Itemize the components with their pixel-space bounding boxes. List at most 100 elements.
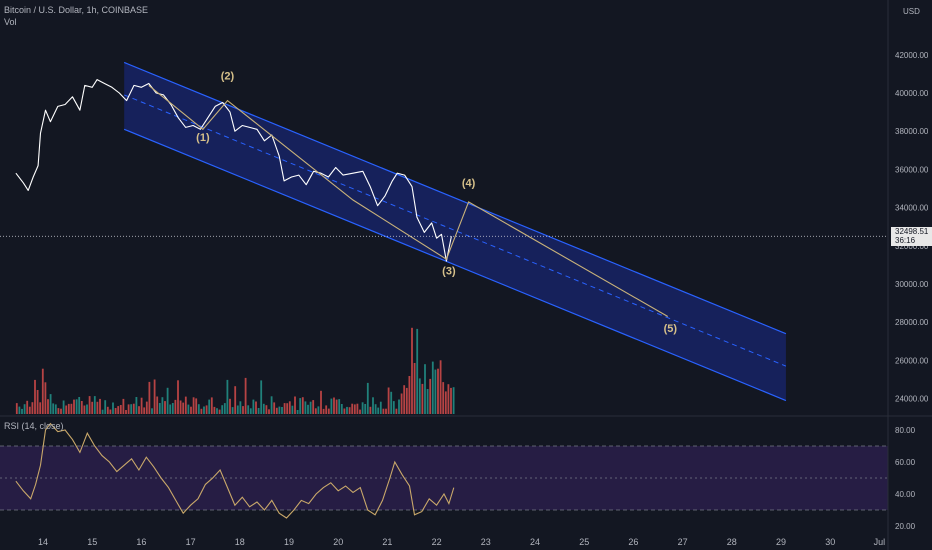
volume-bar — [273, 402, 276, 414]
time-tick: 22 — [432, 537, 442, 547]
volume-bar — [382, 408, 385, 414]
price-tick: 34000.00 — [895, 204, 929, 213]
volume-bar — [96, 401, 99, 414]
volume-bar — [286, 403, 289, 414]
volume-bar — [322, 408, 325, 414]
volume-bar — [86, 404, 88, 414]
volume-bar — [221, 405, 224, 414]
wave-label-4: (4) — [462, 178, 476, 190]
volume-bar — [294, 396, 296, 414]
volume-bar — [234, 386, 237, 414]
volume-bar — [416, 328, 419, 414]
volume-bar — [252, 399, 255, 414]
price-tick: 28000.00 — [895, 318, 929, 327]
volume-bar — [49, 394, 52, 414]
volume-bar — [114, 408, 117, 414]
volume-bar — [411, 327, 413, 414]
volume-bar — [353, 404, 356, 414]
volume-bar — [78, 397, 81, 414]
volume-bar — [296, 410, 299, 414]
volume-bar — [83, 405, 86, 414]
volume-bar — [325, 405, 328, 414]
volume-bar — [320, 390, 322, 414]
rsi-line — [15, 422, 455, 519]
last-price-badge: 32498.51 36:16 — [891, 227, 932, 246]
volume-bar — [65, 405, 68, 414]
volume-bar — [213, 406, 216, 414]
time-tick: 20 — [333, 537, 343, 547]
volume-bar — [369, 406, 372, 414]
volume-bar — [400, 393, 403, 414]
volume-bar — [278, 406, 281, 414]
volume-bar — [75, 399, 78, 414]
volume-bar — [299, 398, 302, 414]
volume-bar — [421, 383, 424, 414]
volume-bar — [268, 409, 270, 414]
volume-bar — [106, 406, 109, 414]
price-tick: 32000.00 — [895, 242, 929, 251]
price-tick: 40000.00 — [895, 89, 929, 98]
volume-bar — [372, 397, 374, 414]
volume-bar — [434, 369, 437, 414]
volume-label: Vol — [4, 17, 17, 27]
volume-bar — [132, 403, 135, 414]
volume-bar — [309, 401, 312, 414]
time-tick: 24 — [530, 537, 540, 547]
volume-bar — [398, 399, 400, 414]
wave-label-1: (1) — [196, 132, 210, 144]
price-line — [15, 79, 452, 262]
volume-bar — [442, 382, 445, 414]
volume-bar — [330, 398, 333, 414]
elliott-wave-path — [148, 84, 669, 317]
volume-bar — [242, 406, 244, 414]
volume-bar — [112, 402, 114, 414]
time-tick: 16 — [136, 537, 146, 547]
volume-bar — [151, 408, 153, 414]
rsi-band — [0, 446, 888, 510]
volume-bar — [249, 408, 252, 414]
volume-bar — [426, 389, 429, 414]
volume-bar — [452, 387, 455, 414]
time-tick: Jul — [874, 537, 886, 547]
volume-bar — [314, 408, 317, 414]
channel-upper-line — [123, 61, 787, 335]
volume-bar — [343, 408, 346, 414]
volume-bar — [31, 402, 34, 414]
volume-bar — [182, 402, 185, 414]
volume-bar — [361, 402, 364, 414]
volume-bar — [348, 407, 351, 414]
volume-bar — [93, 396, 96, 414]
volume-bar — [408, 376, 411, 414]
volume-bar — [187, 404, 190, 414]
volume-bar — [346, 406, 348, 414]
volume-bar — [291, 405, 294, 414]
volume-bar — [356, 403, 359, 414]
volume-bar — [444, 391, 447, 414]
volume-bar — [437, 368, 439, 414]
volume-bar — [327, 408, 330, 414]
volume-bar — [317, 406, 320, 414]
volume-bar — [177, 380, 179, 414]
volume-bar — [255, 401, 257, 414]
time-tick: 26 — [628, 537, 638, 547]
time-tick: 14 — [38, 537, 48, 547]
volume-bar — [387, 387, 390, 414]
volume-bar — [67, 403, 70, 414]
volume-bar — [413, 363, 416, 414]
price-tick: 24000.00 — [895, 395, 929, 404]
volume-bar — [145, 401, 148, 414]
volume-bar — [52, 403, 55, 414]
volume-bar — [333, 397, 335, 414]
volume-bar — [44, 382, 47, 414]
volume-bar — [377, 407, 380, 414]
volume-bar — [307, 404, 309, 414]
volume-bar — [62, 400, 65, 414]
time-tick: 15 — [87, 537, 97, 547]
volume-bar — [34, 379, 36, 414]
volume-bar — [101, 409, 104, 414]
volume-bar — [429, 378, 432, 414]
volume-bar — [335, 399, 338, 414]
volume-bar — [275, 407, 278, 414]
volume-bar — [379, 401, 382, 414]
